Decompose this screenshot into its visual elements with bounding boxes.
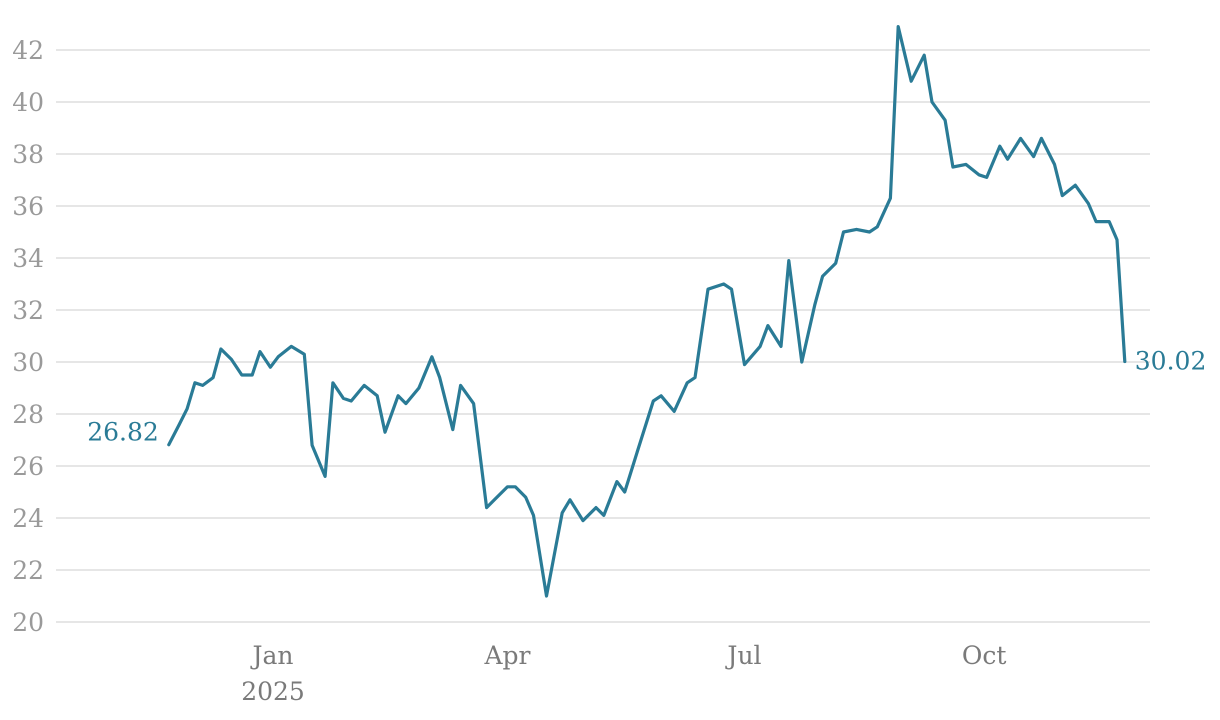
end-value-label: 30.02: [1135, 346, 1207, 375]
y-tick-label-36: 36: [12, 192, 44, 221]
x-tick-label-jan: Jan: [250, 641, 294, 670]
y-tick-label-32: 32: [12, 296, 44, 325]
x-tick-label-apr: Apr: [483, 641, 530, 670]
y-tick-label-40: 40: [12, 88, 44, 117]
y-tick-label-42: 42: [12, 36, 44, 65]
y-tick-label-24: 24: [12, 504, 44, 533]
y-tick-label-20: 20: [12, 608, 44, 637]
y-tick-label-28: 28: [12, 400, 44, 429]
start-value-label: 26.82: [87, 418, 159, 447]
x-axis-ticks: Jan 2025 Apr Jul Oct: [241, 641, 1006, 706]
x-tick-label-oct: Oct: [962, 641, 1007, 670]
x-tick-label-jul: Jul: [724, 641, 761, 670]
y-tick-label-26: 26: [12, 452, 44, 481]
y-tick-label-34: 34: [12, 244, 44, 273]
y-tick-label-38: 38: [12, 140, 44, 169]
series-line: [167, 25, 1127, 598]
gridlines: [56, 49, 1150, 623]
y-axis-ticks: 20 22 24 26 28 30 32 34 36 38 40 42: [12, 36, 44, 637]
y-tick-label-22: 22: [12, 556, 44, 585]
y-tick-label-30: 30: [12, 348, 44, 377]
x-tick-sublabel-2025: 2025: [241, 677, 305, 706]
